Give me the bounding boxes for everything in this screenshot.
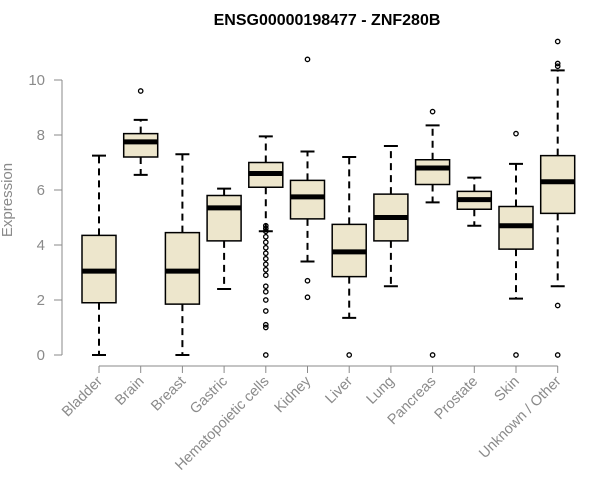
box <box>206 194 242 242</box>
outlier-point <box>262 244 269 251</box>
outlier-point <box>304 277 311 284</box>
outlier-point <box>262 261 269 268</box>
outlier-point <box>304 294 311 301</box>
y-axis: 0 2 4 6 8 10 <box>28 72 63 364</box>
category-label: Lung <box>364 374 398 408</box>
outlier-point <box>262 321 269 328</box>
outlier-point <box>554 352 561 358</box>
outlier-point <box>346 352 353 358</box>
boxes <box>81 38 576 358</box>
outlier-point <box>262 308 269 314</box>
outlier-point <box>429 352 436 358</box>
y-tick-label: 0 <box>37 347 45 364</box>
box-group <box>122 88 159 176</box>
outlier-point <box>554 302 561 309</box>
outlier-point <box>304 56 311 63</box>
category-label: Bladder <box>59 373 106 420</box>
box-group <box>164 153 201 356</box>
outlier-point <box>554 38 561 45</box>
outlier-point <box>262 233 269 240</box>
y-axis-label: Expression <box>0 163 16 237</box>
box-group <box>539 38 576 358</box>
chart-title: ENSG00000198477 - ZNF280B <box>214 12 441 29</box>
box-group <box>331 156 367 358</box>
box <box>289 179 326 220</box>
outlier-point <box>262 352 269 358</box>
y-tick-label: 2 <box>37 292 45 309</box>
box-group <box>414 108 451 358</box>
outlier-point <box>262 228 269 235</box>
outlier-point <box>429 108 436 115</box>
box <box>414 159 451 186</box>
category-label: Breast <box>148 374 189 415</box>
outlier-point <box>137 88 144 94</box>
y-tick-label: 6 <box>37 182 45 199</box>
outlier-point <box>262 266 269 273</box>
outlier-point <box>262 272 269 279</box>
outlier-point <box>262 255 269 262</box>
category-label: Kidney <box>272 373 315 416</box>
outlier-point <box>262 225 269 232</box>
outlier-point <box>262 324 269 331</box>
outlier-point <box>262 239 269 246</box>
box <box>122 132 159 158</box>
category-label: Prostate <box>432 374 481 423</box>
box-group <box>81 154 117 356</box>
box-group <box>206 187 242 290</box>
outlier-point <box>554 60 561 67</box>
box-group <box>289 56 326 301</box>
box <box>539 154 576 215</box>
outlier-point <box>554 63 561 70</box>
box-group <box>248 135 284 358</box>
outlier-point <box>262 222 269 229</box>
outlier-point <box>262 250 269 257</box>
y-tick-label: 10 <box>28 72 45 89</box>
box-group <box>456 176 493 227</box>
category-label: Brain <box>112 374 147 409</box>
outlier-point <box>262 283 269 290</box>
box <box>164 231 201 305</box>
outlier-point <box>513 352 519 358</box>
box-group <box>373 145 409 288</box>
category-label: Skin <box>492 374 523 405</box>
outlier-point <box>262 297 269 303</box>
box-group <box>498 130 534 358</box>
outlier-point <box>262 288 269 295</box>
outlier-point <box>513 130 519 137</box>
y-tick-label: 4 <box>37 237 45 254</box>
y-tick-label: 8 <box>37 127 45 144</box>
category-label: Liver <box>322 373 356 407</box>
